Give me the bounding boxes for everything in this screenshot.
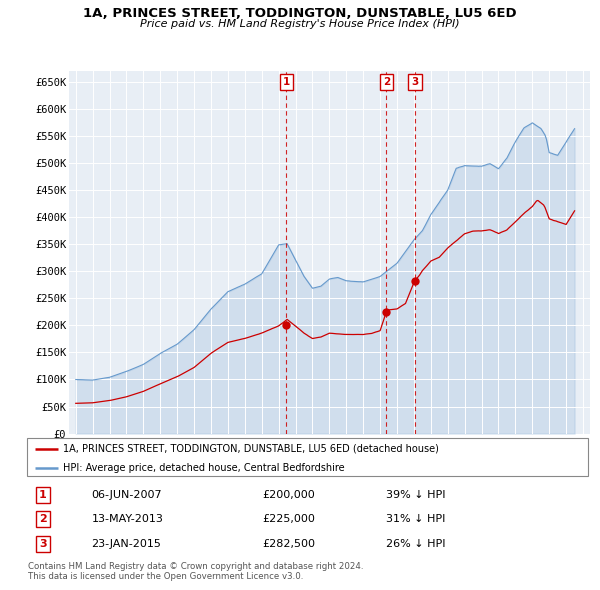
Text: £225,000: £225,000 — [263, 514, 316, 524]
Text: 13-MAY-2013: 13-MAY-2013 — [92, 514, 163, 524]
Text: 26% ↓ HPI: 26% ↓ HPI — [386, 539, 446, 549]
Text: 1: 1 — [39, 490, 47, 500]
Text: 31% ↓ HPI: 31% ↓ HPI — [386, 514, 445, 524]
Text: £200,000: £200,000 — [263, 490, 316, 500]
Text: £282,500: £282,500 — [263, 539, 316, 549]
Text: 2: 2 — [39, 514, 47, 524]
Text: 3: 3 — [412, 77, 419, 87]
Text: 1A, PRINCES STREET, TODDINGTON, DUNSTABLE, LU5 6ED (detached house): 1A, PRINCES STREET, TODDINGTON, DUNSTABL… — [64, 444, 439, 454]
Text: 3: 3 — [39, 539, 47, 549]
Text: 1A, PRINCES STREET, TODDINGTON, DUNSTABLE, LU5 6ED: 1A, PRINCES STREET, TODDINGTON, DUNSTABL… — [83, 7, 517, 20]
Text: 2: 2 — [383, 77, 390, 87]
Text: Price paid vs. HM Land Registry's House Price Index (HPI): Price paid vs. HM Land Registry's House … — [140, 19, 460, 30]
Text: 39% ↓ HPI: 39% ↓ HPI — [386, 490, 446, 500]
Text: HPI: Average price, detached house, Central Bedfordshire: HPI: Average price, detached house, Cent… — [64, 463, 345, 473]
Text: 23-JAN-2015: 23-JAN-2015 — [92, 539, 161, 549]
Text: 06-JUN-2007: 06-JUN-2007 — [92, 490, 162, 500]
Text: Contains HM Land Registry data © Crown copyright and database right 2024.
This d: Contains HM Land Registry data © Crown c… — [28, 562, 364, 581]
Text: 1: 1 — [283, 77, 290, 87]
